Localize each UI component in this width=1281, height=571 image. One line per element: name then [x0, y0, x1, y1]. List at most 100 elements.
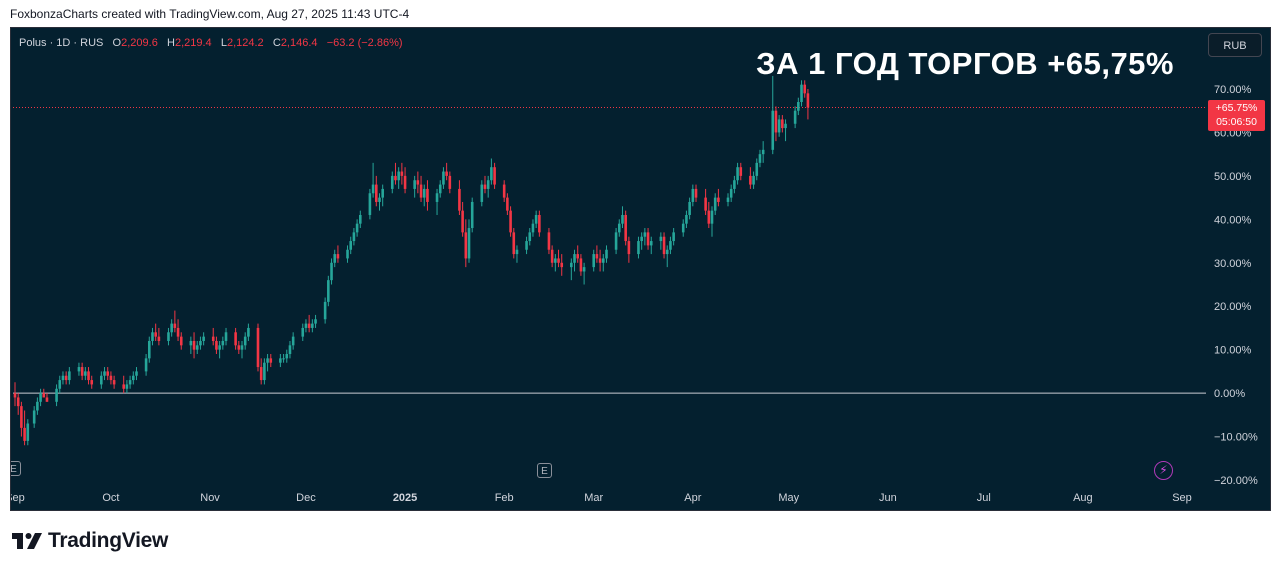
candle-body	[598, 258, 602, 263]
y-tick-label: −10.00%	[1214, 432, 1258, 444]
candle-body	[442, 171, 445, 185]
candle-body	[694, 188, 698, 198]
candle-body	[435, 193, 439, 202]
candle-body	[80, 367, 84, 376]
candle-body	[400, 171, 404, 176]
last-price-value: +65.75%	[1215, 102, 1258, 114]
y-tick-label: 20.00%	[1214, 301, 1252, 313]
candle-body	[506, 197, 509, 211]
candle-body	[665, 249, 669, 255]
candle-body	[480, 184, 484, 202]
earnings-marker[interactable]: E	[11, 461, 21, 476]
candle-body	[32, 410, 36, 424]
y-tick-label: 10.00%	[1214, 345, 1252, 357]
candle-body	[68, 371, 71, 381]
candle-body	[20, 406, 23, 428]
candle-body	[438, 184, 442, 194]
candle-body	[170, 323, 173, 333]
candle-body	[87, 371, 90, 381]
candle-body	[464, 232, 468, 259]
candle-body	[173, 323, 177, 328]
candle-body	[502, 184, 506, 198]
y-tick-label: 0.00%	[1214, 388, 1245, 400]
candle-body	[390, 175, 394, 189]
change-value: −63.2 (−2.86%)	[326, 37, 403, 49]
y-tick-label: 30.00%	[1214, 258, 1252, 270]
tradingview-logo[interactable]: TradingView	[12, 529, 168, 553]
candle-body	[643, 232, 647, 237]
candle-body	[538, 214, 541, 233]
candle-body	[592, 254, 596, 268]
candle-body	[640, 236, 643, 242]
low-value: 2,124.2	[226, 37, 264, 49]
last-price-badge: +65.75% 05:06:50	[1208, 100, 1265, 131]
candle-body	[77, 367, 81, 372]
chart-panel[interactable]: 70.00% 60.00% 50.00% 40.00% 30.00% 20.00% 10.0…	[10, 27, 1271, 511]
candle-body	[515, 249, 519, 255]
candle-body	[557, 258, 560, 263]
candle-body	[601, 258, 605, 263]
candle-body	[713, 197, 717, 211]
candle-body	[512, 232, 516, 255]
candle-body	[157, 336, 161, 341]
chart-caption: FoxbonzaCharts created with TradingView.…	[10, 7, 410, 21]
x-tick-label: Jul	[977, 492, 991, 504]
candle-body	[154, 332, 157, 337]
candle-body	[221, 340, 225, 346]
candle-body	[573, 254, 576, 263]
tradingview-logo-icon	[12, 533, 42, 549]
candle-body	[179, 336, 183, 346]
high-value: 2,219.4	[174, 37, 212, 49]
candle-body	[550, 249, 554, 263]
candle-body	[777, 119, 781, 133]
candle-body	[528, 232, 532, 242]
candle-body	[397, 171, 400, 181]
candle-body	[100, 375, 103, 385]
candle-body	[84, 371, 87, 376]
lightning-icon[interactable]: ⚡	[1154, 461, 1173, 480]
candle-body	[579, 258, 583, 272]
currency-button[interactable]: RUB	[1208, 33, 1262, 57]
candlestick-chart[interactable]: 70.00%60.00%50.00%40.00%30.00%20.00%10.0…	[11, 28, 1271, 511]
earnings-marker[interactable]: E	[537, 463, 552, 478]
candle-body	[582, 267, 586, 272]
candle-body	[595, 254, 599, 259]
x-tick-label: Jun	[879, 492, 897, 504]
candle-body	[279, 358, 282, 363]
candle-body	[736, 167, 739, 181]
candle-body	[416, 180, 420, 185]
candle-body	[614, 232, 618, 250]
candle-body	[659, 236, 663, 242]
candle-body	[256, 327, 260, 368]
candle-body	[662, 236, 666, 255]
candle-body	[16, 397, 20, 407]
candle-body	[195, 345, 199, 350]
candle-body	[570, 262, 573, 268]
candle-body	[374, 184, 378, 202]
candle-body	[509, 210, 512, 233]
candle-body	[752, 175, 755, 185]
candle-body	[147, 340, 151, 359]
candle-body	[224, 332, 228, 341]
candle-body	[688, 201, 691, 215]
candle-body	[288, 345, 292, 355]
candle-body	[381, 188, 384, 198]
candle-body	[336, 254, 340, 259]
candle-body	[470, 201, 474, 229]
close-label: C	[272, 37, 281, 49]
symbol-label[interactable]: Polus · 1D · RUS	[19, 37, 104, 49]
x-tick-label: Sep	[11, 492, 25, 504]
candle-body	[771, 110, 775, 150]
x-tick-label: Apr	[684, 492, 701, 504]
candle-body	[646, 232, 650, 246]
candle-body	[167, 332, 170, 341]
candle-body	[784, 123, 787, 129]
candle-body	[681, 223, 685, 233]
candle-body	[547, 232, 551, 250]
candle-body	[58, 380, 62, 389]
candle-body	[215, 340, 218, 350]
candle-body	[490, 167, 493, 181]
candle-body	[266, 358, 269, 363]
candle-body	[259, 367, 263, 381]
candle-body	[672, 232, 675, 242]
